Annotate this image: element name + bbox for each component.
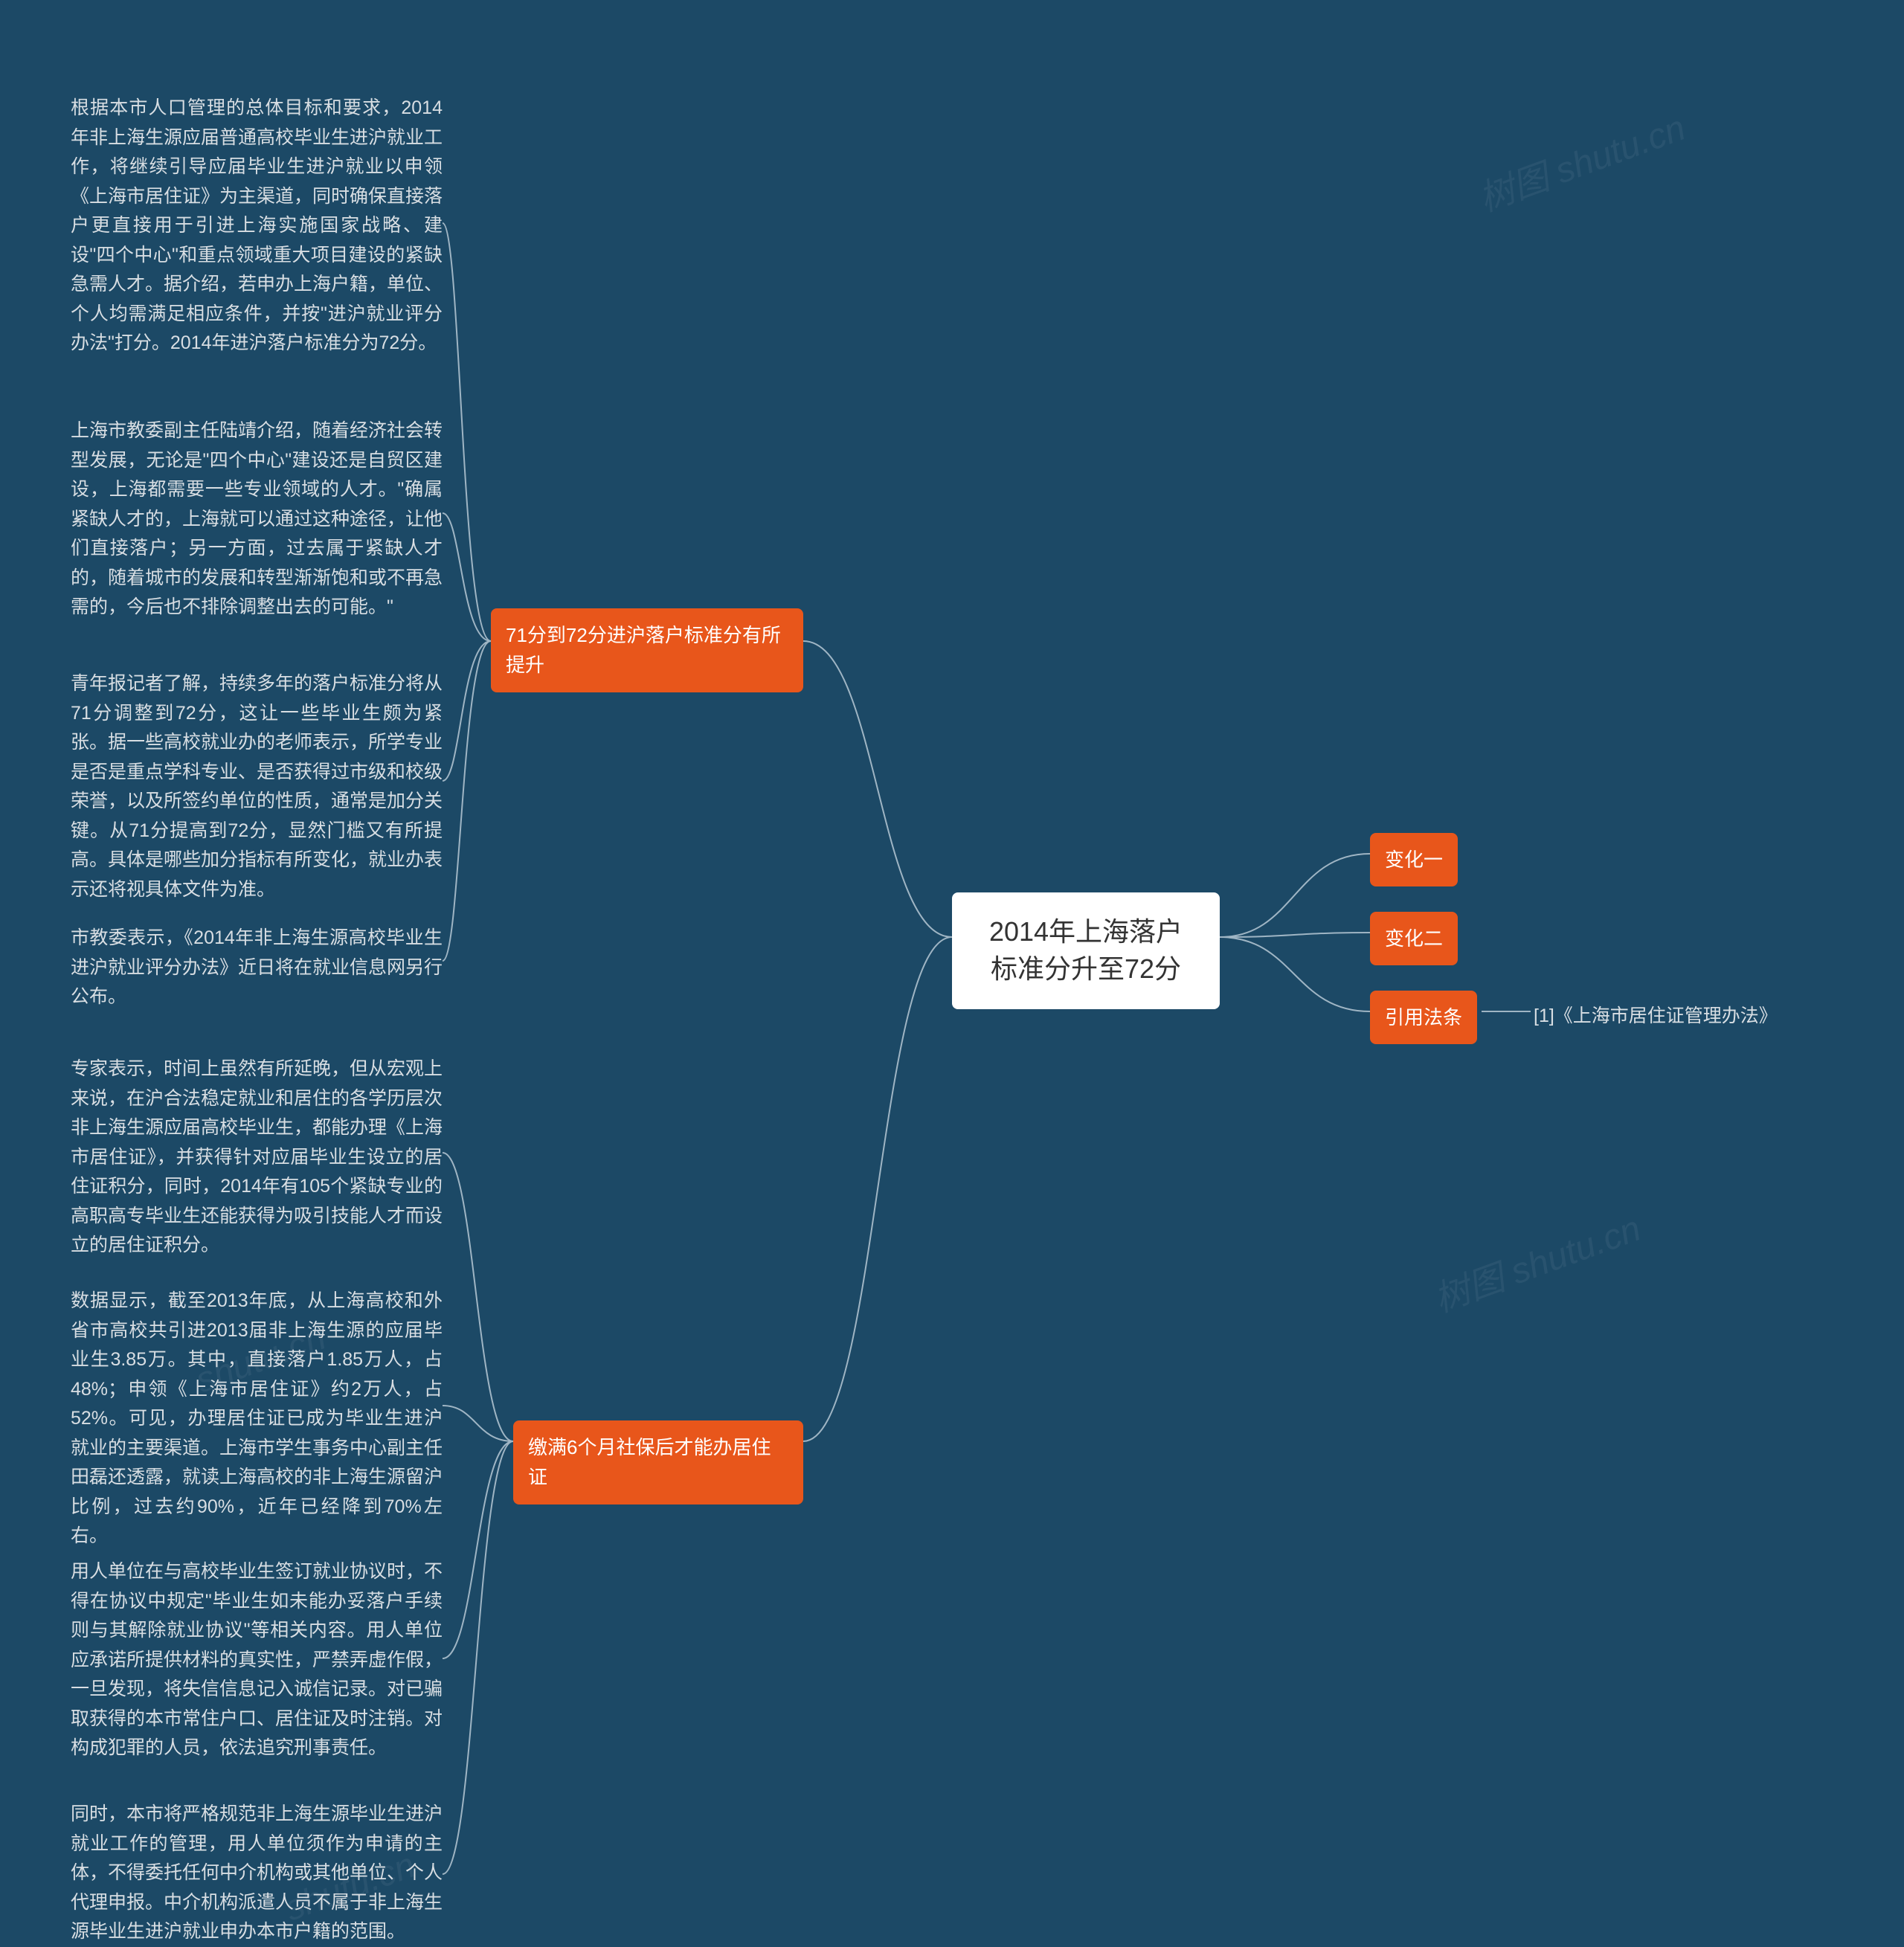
branch-residence-permit[interactable]: 缴满6个月社保后才能办居住证 — [513, 1420, 803, 1504]
watermark: 树图 shutu.cn — [1426, 1199, 1647, 1322]
leaf-text: 青年报记者了解，持续多年的落户标准分将从71分调整到72分，这让一些毕业生颇为紧… — [71, 669, 443, 904]
root-node[interactable]: 2014年上海落户标准分升至72分 — [952, 892, 1220, 1009]
branch-change-1[interactable]: 变化一 — [1370, 833, 1458, 886]
leaf-text: 数据显示，截至2013年底，从上海高校和外省市高校共引进2013届非上海生源的应… — [71, 1287, 443, 1551]
branch-score-raise[interactable]: 71分到72分进沪落户标准分有所提升 — [491, 608, 803, 692]
watermark: 树图 shutu.cn — [1470, 98, 1691, 221]
leaf-text: 用人单位在与高校毕业生签订就业协议时，不得在协议中规定"毕业生如未能办妥落户手续… — [71, 1557, 443, 1763]
leaf-text: 同时，本市将严格规范非上海生源毕业生进沪就业工作的管理，用人单位须作为申请的主体… — [71, 1800, 443, 1947]
citation-ref: [1]《上海市居住证管理办法》 — [1534, 1001, 1778, 1028]
branch-change-2[interactable]: 变化二 — [1370, 912, 1458, 965]
leaf-text: 上海市教委副主任陆靖介绍，随着经济社会转型发展，无论是"四个中心"建设还是自贸区… — [71, 416, 443, 622]
leaf-text: 专家表示，时间上虽然有所延晚，但从宏观上来说，在沪合法稳定就业和居住的各学历层次… — [71, 1055, 443, 1261]
leaf-text: 根据本市人口管理的总体目标和要求，2014年非上海生源应届普通高校毕业生进沪就业… — [71, 94, 443, 358]
branch-citation[interactable]: 引用法条 — [1370, 991, 1477, 1044]
leaf-text: 市教委表示，《2014年非上海生源高校毕业生进沪就业评分办法》近日将在就业信息网… — [71, 924, 443, 1012]
